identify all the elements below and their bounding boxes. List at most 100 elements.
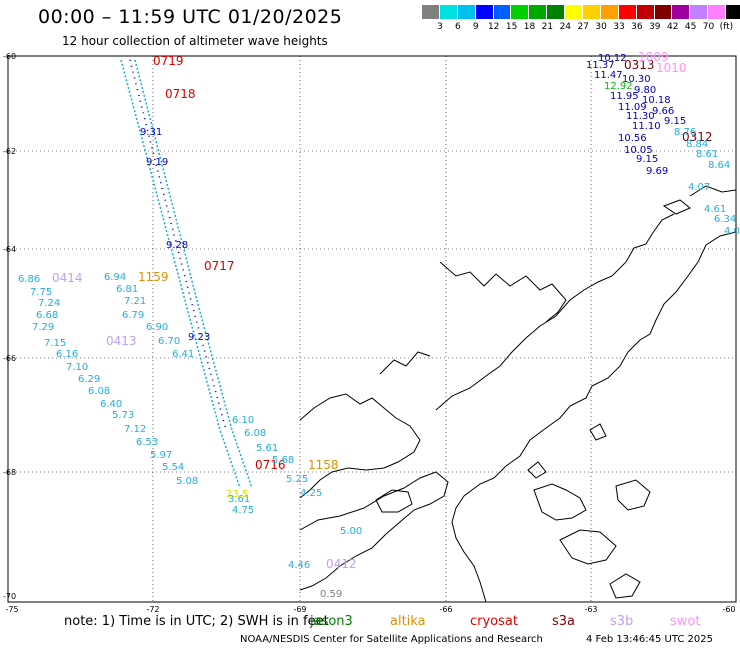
colorbar-swatch xyxy=(636,5,655,19)
track-time-label: 1009 xyxy=(638,50,669,64)
map-frame xyxy=(7,55,737,603)
legend-s3b: s3b xyxy=(610,614,634,629)
track-time-label: 0412 xyxy=(326,557,357,571)
colorbar-label: 39 xyxy=(649,22,661,32)
track-time-label: 1010 xyxy=(656,61,687,75)
colorbar-swatch xyxy=(422,5,440,19)
lon-label: -69 xyxy=(293,605,306,614)
colorbar-swatch xyxy=(457,5,476,19)
wave-height-value: 5.54 xyxy=(162,462,184,473)
wave-height-value: 6.79 xyxy=(122,310,144,321)
colorbar-swatch xyxy=(708,5,727,19)
wave-height-value: 10.18 xyxy=(642,95,671,106)
wave-height-value: 4.75 xyxy=(232,505,254,516)
colorbar-label: 36 xyxy=(631,22,643,32)
lon-label: -63 xyxy=(584,605,597,614)
colorbar-swatch xyxy=(475,5,494,19)
colorbar-swatch xyxy=(618,5,637,19)
lat-label: -62 xyxy=(3,147,16,156)
wave-height-value: 5.61 xyxy=(256,443,278,454)
colorbar-swatch xyxy=(511,5,530,19)
wave-height-value: 6.29 xyxy=(78,374,100,385)
wave-height-value: 6.16 xyxy=(56,349,78,360)
wave-height-value: 3.61 xyxy=(228,494,250,505)
colorbar-swatch xyxy=(600,5,619,19)
wave-height-value: 6.53 xyxy=(136,437,158,448)
wave-height-value: 10.05 xyxy=(624,145,653,156)
wave-height-value: 6.86 xyxy=(18,274,40,285)
page-subtitle: 12 hour collection of altimeter wave hei… xyxy=(62,34,328,48)
wave-height-value: 6.81 xyxy=(116,284,138,295)
colorbar-label: 15 xyxy=(505,22,518,32)
footer-note: note: 1) Time is in UTC; 2) SWH is in fe… xyxy=(64,614,329,629)
wave-height-value: 8.64 xyxy=(708,160,730,171)
wave-height-value: 9.23 xyxy=(188,332,210,343)
lat-label: -66 xyxy=(3,354,16,363)
wave-height-value: 9.15 xyxy=(636,154,658,165)
lat-label: -70 xyxy=(3,592,16,601)
wave-height-value: 4.61 xyxy=(704,204,726,215)
wave-height-value: 6.10 xyxy=(232,415,254,426)
wave-height-values: 6.867.757.246.687.297.156.167.106.296.08… xyxy=(18,53,740,600)
colorbar-label: 27 xyxy=(577,22,589,32)
colorbar-swatch xyxy=(583,5,601,19)
wave-height-value: 9.15 xyxy=(664,116,686,127)
track-time-label: 0719 xyxy=(153,54,184,68)
wave-height-value: 11.47 xyxy=(594,70,623,81)
track-markers xyxy=(120,59,253,489)
wave-height-value: 5.73 xyxy=(112,410,134,421)
wave-height-value: 6.40 xyxy=(100,399,122,410)
wave-height-value: 9.31 xyxy=(140,127,162,138)
lat-label: -64 xyxy=(3,245,16,254)
wave-height-value: 9.28 xyxy=(166,240,188,251)
lon-label: -60 xyxy=(722,605,735,614)
wave-height-value: 7.21 xyxy=(124,296,146,307)
colorbar-swatch xyxy=(529,5,548,19)
wave-height-value: 6.08 xyxy=(88,386,110,397)
satellite-legend: jason3 altika cryosat s3a s3b swot xyxy=(310,614,740,630)
track-time-labels: 0719 0718 0717 0716 0414 0413 0412 1159 1158 0313… xyxy=(52,50,713,571)
lat-label: -68 xyxy=(3,468,16,477)
wave-height-value: 8.76 xyxy=(674,127,696,138)
track-time-label: 0717 xyxy=(204,259,235,273)
lon-label: -72 xyxy=(146,605,159,614)
wave-height-value: 9.66 xyxy=(652,106,674,117)
colorbar-swatch xyxy=(726,5,740,19)
wave-height-value: 8.61 xyxy=(696,149,718,160)
colorbar-label: 21 xyxy=(541,22,554,32)
map-gridlines xyxy=(8,56,736,602)
wave-height-value: 7.15 xyxy=(44,338,66,349)
wave-height-value: 5.97 xyxy=(150,450,172,461)
track-time-label: 0414 xyxy=(52,271,83,285)
wave-height-value: 4.0 xyxy=(724,226,740,237)
track-time-label: 0312 xyxy=(682,130,713,144)
colorbar-swatch xyxy=(690,5,709,19)
wave-height-value: 6.68 xyxy=(36,310,58,321)
colorbar-label: 3 xyxy=(437,22,443,32)
colorbar-swatch xyxy=(439,5,458,19)
wave-height-value: 8.84 xyxy=(686,139,708,150)
wave-height-value: 6.34 xyxy=(714,214,736,225)
colorbar-swatch xyxy=(654,5,673,19)
wave-height-value: 11.30 xyxy=(626,111,655,122)
wave-height-value: 10.12 xyxy=(598,53,627,64)
wave-height-value: 5.68 xyxy=(272,455,294,466)
wave-height-value: 6.90 xyxy=(146,322,168,333)
wave-height-value: 9.69 xyxy=(646,166,668,177)
wave-height-value: 7.75 xyxy=(30,287,52,298)
wave-height-value: 4.25 xyxy=(300,488,322,499)
wave-height-value: 10.30 xyxy=(622,74,651,85)
wave-height-value: 4.07 xyxy=(688,182,710,193)
wave-height-value: 9.19 xyxy=(146,157,168,168)
wave-height-value: 0.59 xyxy=(320,589,342,600)
colorbar-swatch xyxy=(565,5,584,19)
timestamp-text: 4 Feb 13:46:45 UTC 2025 xyxy=(586,634,713,645)
wave-height-value: 5.08 xyxy=(176,476,198,487)
wave-height-value: 7.12 xyxy=(124,424,146,435)
track-time-label: 1159 xyxy=(138,270,169,284)
colorbar-label: 45 xyxy=(684,22,697,32)
colorbar-label: 9 xyxy=(472,22,479,32)
wave-height-value: 23.5 xyxy=(226,489,248,500)
colorbar-swatch xyxy=(493,5,512,19)
